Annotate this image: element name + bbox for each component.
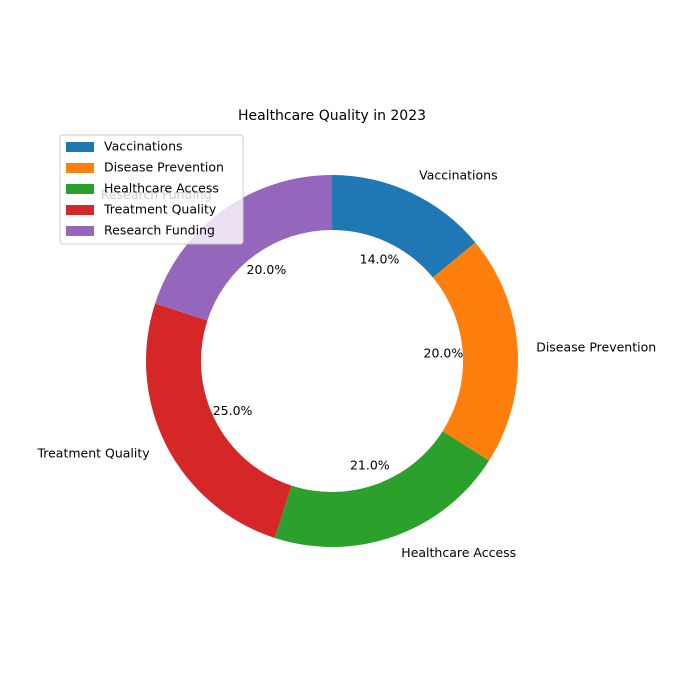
slice-percent-healthcare-access: 21.0% <box>350 458 390 473</box>
legend-label-vaccinations: Vaccinations <box>104 139 183 154</box>
slice-percent-treatment-quality: 25.0% <box>213 403 253 418</box>
slice-healthcare-access <box>274 431 490 547</box>
slice-percent-vaccinations: 14.0% <box>360 252 400 267</box>
legend: Vaccinations Disease Prevention Healthcare… <box>59 134 244 245</box>
slice-disease-prevention <box>432 242 518 461</box>
percent-labels-group: 14.0% 20.0% 21.0% 25.0% 20.0% <box>213 252 464 473</box>
slices-group <box>145 175 518 547</box>
slice-treatment-quality <box>145 303 292 538</box>
legend-swatch-healthcare-access <box>66 184 94 194</box>
slice-label-disease-prevention: Disease Prevention <box>536 340 656 355</box>
slice-label-healthcare-access: Healthcare Access <box>401 545 516 560</box>
slice-label-treatment-quality: Treatment Quality <box>36 445 150 460</box>
slice-vaccinations <box>332 175 476 278</box>
legend-swatch-disease-prevention <box>66 163 94 173</box>
legend-swatch-research-funding <box>66 226 94 236</box>
legend-label-treatment-quality: Treatment Quality <box>103 202 217 217</box>
slice-percent-research-funding: 20.0% <box>247 262 287 277</box>
slice-percent-disease-prevention: 20.0% <box>424 345 464 360</box>
legend-label-healthcare-access: Healthcare Access <box>104 181 219 196</box>
legend-label-research-funding: Research Funding <box>104 223 215 238</box>
legend-swatch-treatment-quality <box>66 205 94 215</box>
chart-title: Healthcare Quality in 2023 <box>238 108 426 124</box>
legend-swatch-vaccinations <box>66 142 94 152</box>
legend-frame <box>59 134 244 245</box>
slice-label-vaccinations: Vaccinations <box>419 167 498 182</box>
legend-label-disease-prevention: Disease Prevention <box>104 160 224 175</box>
slice-research-funding <box>155 175 332 321</box>
